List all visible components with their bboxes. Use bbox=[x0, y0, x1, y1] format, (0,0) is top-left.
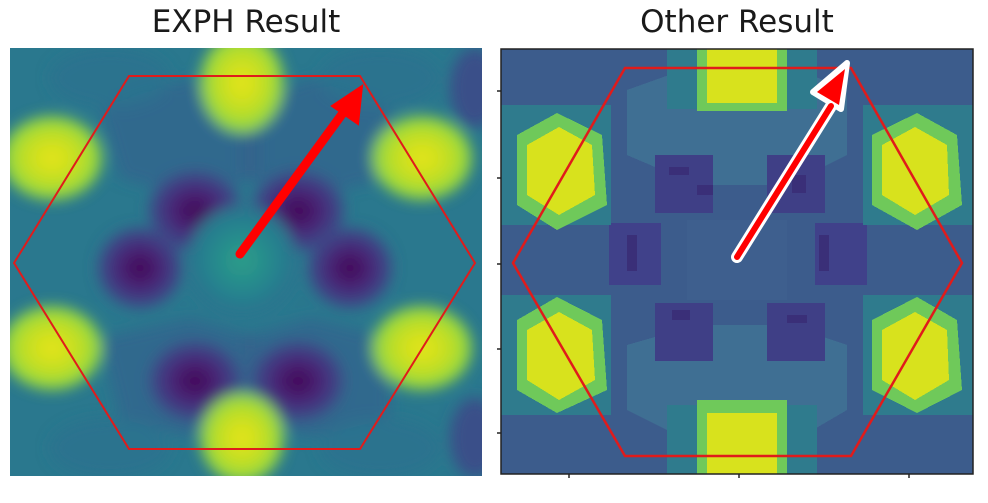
brillouin-zone-hexagon bbox=[511, 66, 964, 458]
exph-result-panel bbox=[10, 48, 482, 476]
wavevector-arrow bbox=[235, 83, 364, 259]
brillouin-zone-hexagon bbox=[12, 75, 477, 450]
panel-title-other: Other Result bbox=[640, 4, 834, 40]
heatmap-blocks bbox=[501, 49, 973, 474]
heatmap-blobs bbox=[10, 48, 482, 476]
other-heatmap bbox=[497, 48, 974, 478]
axis-ticks bbox=[497, 90, 910, 478]
panel-title-exph: EXPH Result bbox=[151, 4, 341, 40]
wavevector-arrow bbox=[731, 60, 850, 263]
exph-heatmap bbox=[10, 48, 482, 476]
plot-frame bbox=[500, 48, 974, 475]
other-result-panel bbox=[497, 45, 977, 478]
